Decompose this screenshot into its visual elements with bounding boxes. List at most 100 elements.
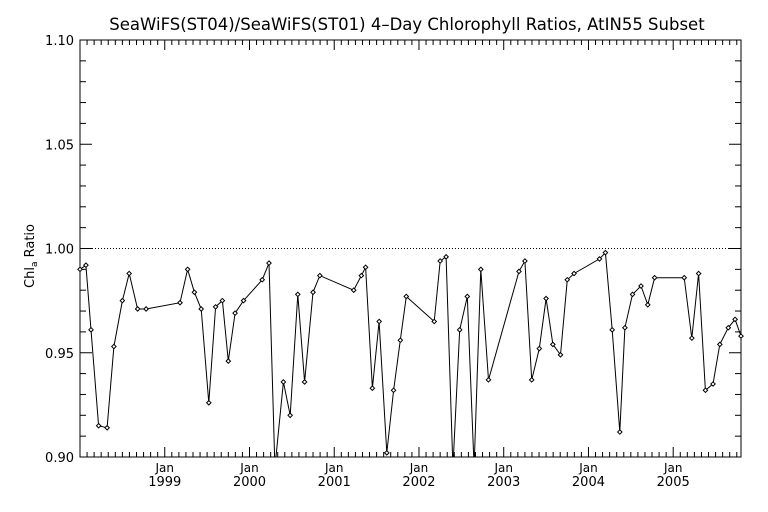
data-point — [616, 429, 623, 435]
data-point — [695, 270, 702, 277]
data-point — [110, 343, 117, 350]
data-point — [431, 318, 438, 325]
data-point — [549, 341, 556, 348]
data-point — [477, 266, 484, 273]
data-point — [528, 376, 535, 383]
data-point — [316, 272, 323, 279]
data-point — [725, 324, 732, 331]
y-tick-label: 1.10 — [45, 34, 74, 49]
y-axis-label-rest: Ratio — [23, 224, 38, 262]
data-point — [301, 379, 308, 385]
data-point — [383, 449, 390, 456]
data-point — [464, 293, 471, 300]
x-tick-label-year: 2005 — [657, 475, 690, 490]
data-point — [629, 291, 636, 298]
data-point — [205, 399, 212, 406]
data-point — [104, 424, 111, 431]
data-point — [95, 422, 102, 429]
data-point — [350, 287, 357, 294]
data-point — [240, 297, 247, 304]
data-point — [390, 387, 397, 394]
data-point — [134, 306, 141, 312]
data-point — [516, 268, 522, 275]
data-point — [485, 376, 492, 383]
data-point — [369, 385, 376, 392]
data-point — [732, 316, 738, 323]
x-tick-label-year: 2002 — [402, 475, 435, 490]
data-point — [651, 274, 658, 281]
data-point — [88, 326, 94, 333]
data-point — [177, 299, 183, 306]
data-point — [310, 289, 316, 296]
data-point — [644, 301, 651, 308]
x-tick-label-month: Jan — [239, 461, 259, 475]
data-point — [688, 335, 695, 342]
y-axis-label: Chla Ratio — [23, 224, 40, 288]
chart-title: SeaWiFS(ST04)/SeaWiFS(ST01) 4–Day Chloro… — [109, 15, 705, 34]
data-point — [738, 333, 744, 339]
y-tick-label: 1.00 — [45, 243, 74, 258]
data-point — [571, 270, 577, 277]
data-point — [602, 249, 609, 256]
data-point — [358, 272, 365, 279]
x-tick-label-year: 1999 — [148, 475, 181, 490]
data-point — [456, 326, 463, 333]
data-point — [521, 258, 528, 264]
data-point — [294, 291, 301, 298]
data-point — [536, 345, 543, 352]
data-point — [437, 258, 444, 264]
data-point — [557, 351, 564, 358]
data-point — [681, 274, 688, 281]
data-point — [564, 276, 571, 283]
data-point — [443, 253, 449, 260]
data-point — [119, 297, 126, 304]
data-point — [638, 283, 644, 289]
data-point — [287, 412, 294, 419]
data-point — [191, 289, 198, 296]
data-point — [376, 318, 383, 325]
y-tick-label: 1.05 — [45, 138, 74, 153]
data-point — [403, 293, 410, 300]
data-point — [83, 262, 89, 269]
data-point — [126, 270, 133, 277]
data-point — [143, 306, 150, 312]
data-point — [397, 337, 404, 344]
x-tick-label-year: 2003 — [487, 475, 520, 490]
data-point — [225, 358, 232, 364]
data-point — [219, 297, 226, 304]
series-ratio — [77, 249, 744, 457]
x-tick-label-year: 2004 — [572, 475, 605, 490]
data-point — [259, 276, 266, 283]
data-point — [198, 306, 205, 312]
y-axis-label-subscript: a — [30, 262, 40, 268]
y-tick-label: 0.90 — [45, 451, 74, 466]
x-tick-label-month: Jan — [663, 461, 683, 475]
data-point — [266, 260, 272, 267]
x-tick-label-year: 2001 — [318, 475, 351, 490]
data-point — [232, 310, 238, 317]
x-axis: Jan1999Jan2000Jan2001Jan2002Jan2003Jan20… — [86, 40, 738, 490]
x-tick-label-month: Jan — [324, 461, 344, 475]
data-point — [212, 303, 219, 310]
x-tick-label-month: Jan — [493, 461, 513, 475]
data-point — [543, 295, 549, 302]
data-point — [716, 341, 723, 348]
x-tick-label-year: 2000 — [233, 475, 266, 490]
x-tick-label-month: Jan — [578, 461, 598, 475]
data-point — [362, 264, 369, 271]
data-point — [621, 324, 628, 331]
data-point — [184, 266, 191, 273]
data-point — [702, 387, 709, 394]
data-point — [77, 266, 83, 273]
series-line — [80, 251, 741, 457]
y-axis-label-main: Chl — [23, 267, 38, 288]
x-tick-label-month: Jan — [154, 461, 174, 475]
y-tick-label: 0.95 — [45, 347, 74, 362]
y-axis: 0.90 0.95 1.00 1.05 1.10 — [45, 34, 741, 466]
data-point — [596, 256, 603, 262]
data-point — [280, 379, 287, 385]
x-tick-label-month: Jan — [409, 461, 429, 475]
data-point — [609, 326, 616, 333]
data-point — [710, 381, 716, 387]
